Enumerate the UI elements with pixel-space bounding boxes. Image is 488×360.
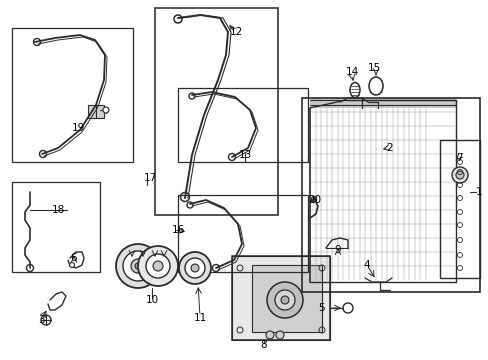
Bar bbox=[178, 88, 307, 162]
Text: 14: 14 bbox=[345, 67, 358, 77]
Bar bbox=[302, 98, 479, 292]
Ellipse shape bbox=[368, 77, 382, 95]
Text: 20: 20 bbox=[307, 195, 321, 205]
Text: 12: 12 bbox=[229, 27, 243, 37]
Text: 9: 9 bbox=[333, 245, 340, 255]
Circle shape bbox=[191, 264, 199, 272]
Text: 17: 17 bbox=[143, 173, 157, 183]
Text: 18: 18 bbox=[52, 205, 65, 215]
Text: 13: 13 bbox=[238, 150, 251, 160]
Bar bbox=[88, 105, 104, 118]
Text: 10: 10 bbox=[145, 295, 158, 305]
Circle shape bbox=[116, 244, 160, 288]
Circle shape bbox=[266, 282, 303, 318]
Text: 5: 5 bbox=[317, 303, 324, 313]
Text: 4: 4 bbox=[362, 260, 369, 270]
Bar bbox=[12, 182, 100, 272]
Circle shape bbox=[281, 296, 288, 304]
Bar bbox=[155, 8, 278, 215]
Text: 19: 19 bbox=[71, 123, 84, 133]
Bar bbox=[231, 256, 329, 340]
Text: 11: 11 bbox=[193, 313, 206, 323]
Circle shape bbox=[179, 252, 210, 284]
Text: 6: 6 bbox=[71, 253, 77, 263]
Circle shape bbox=[135, 263, 141, 269]
Circle shape bbox=[146, 254, 170, 278]
Bar bbox=[309, 98, 455, 108]
Bar bbox=[12, 28, 133, 162]
Circle shape bbox=[274, 290, 294, 310]
Circle shape bbox=[451, 167, 467, 183]
Text: 16: 16 bbox=[172, 225, 185, 235]
Bar bbox=[251, 265, 321, 332]
Text: 8: 8 bbox=[260, 340, 267, 350]
Text: 3: 3 bbox=[38, 315, 44, 325]
Text: 2: 2 bbox=[385, 143, 392, 153]
Circle shape bbox=[184, 258, 204, 278]
Circle shape bbox=[103, 107, 109, 113]
Bar bbox=[231, 256, 329, 340]
Text: 7: 7 bbox=[455, 153, 462, 163]
Bar bbox=[178, 195, 307, 272]
Circle shape bbox=[123, 251, 153, 281]
Text: 15: 15 bbox=[366, 63, 380, 73]
Circle shape bbox=[275, 331, 284, 339]
Text: 1: 1 bbox=[475, 187, 482, 197]
Circle shape bbox=[69, 262, 74, 267]
Circle shape bbox=[153, 261, 163, 271]
Circle shape bbox=[265, 331, 273, 339]
Circle shape bbox=[455, 171, 463, 179]
Bar bbox=[439, 140, 479, 278]
Circle shape bbox=[131, 259, 145, 273]
Circle shape bbox=[138, 246, 178, 286]
